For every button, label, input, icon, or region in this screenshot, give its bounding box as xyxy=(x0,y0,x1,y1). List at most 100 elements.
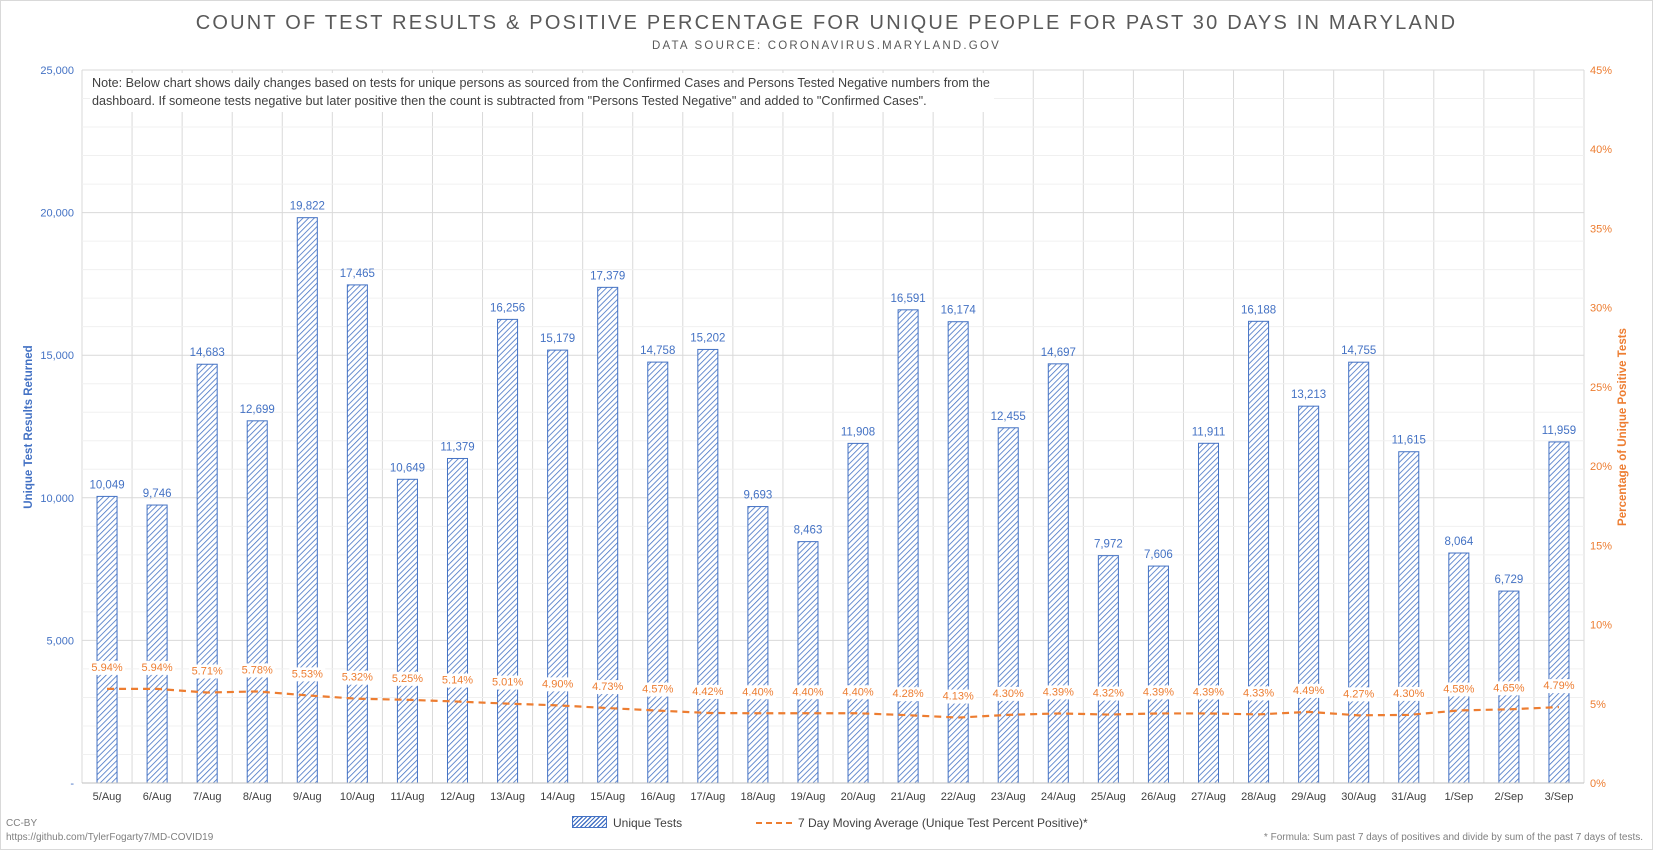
y-tick-label: - xyxy=(70,778,74,790)
line-data-label: 4.49% xyxy=(1293,685,1324,697)
x-tick-label: 29/Aug xyxy=(1291,791,1326,803)
x-tick-label: 16/Aug xyxy=(640,791,675,803)
bar xyxy=(1398,451,1420,784)
x-tick-label: 3/Sep xyxy=(1545,791,1574,803)
line-data-label: 4.79% xyxy=(1543,680,1574,692)
bar xyxy=(897,309,919,784)
bar-data-label: 8,064 xyxy=(1444,536,1473,548)
line-data-label: 4.39% xyxy=(1043,686,1074,698)
legend-label-moving-average: 7 Day Moving Average (Unique Test Percen… xyxy=(798,816,1088,830)
bar xyxy=(1097,555,1119,784)
x-tick-label: 17/Aug xyxy=(690,791,725,803)
x-tick-label: 19/Aug xyxy=(791,791,826,803)
line-data-label: 5.71% xyxy=(192,666,223,678)
line-label-background xyxy=(239,663,276,678)
y-tick-label: 25,000 xyxy=(40,65,74,77)
x-tick-label: 18/Aug xyxy=(740,791,775,803)
line-label-background xyxy=(489,675,526,690)
line-label-background xyxy=(289,667,326,682)
x-tick-label: 7/Aug xyxy=(193,791,222,803)
formula-footnote: * Formula: Sum past 7 days of positives … xyxy=(1263,832,1643,843)
line-label-background xyxy=(639,682,676,697)
bar xyxy=(647,361,669,784)
legend-label-unique-tests: Unique Tests xyxy=(613,816,683,830)
bar xyxy=(246,420,268,784)
line-data-label: 5.94% xyxy=(141,662,172,674)
bar xyxy=(497,318,519,784)
chart-subtitle: DATA SOURCE: CORONAVIRUS.MARYLAND.GOV xyxy=(652,40,1001,52)
line-label-background xyxy=(139,660,176,675)
y-tick-label: 5,000 xyxy=(46,635,74,647)
bar-data-label: 11,959 xyxy=(1542,425,1576,437)
line-label-background xyxy=(389,671,426,686)
bar xyxy=(396,478,418,784)
line-data-label: 4.30% xyxy=(993,688,1024,700)
line-label-background xyxy=(1390,686,1427,701)
bar-data-label: 14,697 xyxy=(1041,347,1076,359)
bar xyxy=(1147,565,1169,784)
x-tick-label: 2/Sep xyxy=(1495,791,1524,803)
bar-data-label: 6,729 xyxy=(1495,574,1524,586)
line-label-background xyxy=(1490,681,1527,696)
x-tick-label: 27/Aug xyxy=(1191,791,1226,803)
x-tick-label: 26/Aug xyxy=(1141,791,1176,803)
line-data-label: 4.57% xyxy=(642,684,673,696)
bar-data-label: 9,746 xyxy=(143,488,172,500)
bar xyxy=(747,506,769,784)
bar xyxy=(997,427,1019,784)
bar-data-label: 11,379 xyxy=(440,441,474,453)
line-data-label: 4.27% xyxy=(1343,688,1374,700)
bar-data-label: 12,699 xyxy=(240,404,275,416)
bar-data-label: 15,202 xyxy=(690,332,725,344)
line-data-label: 4.30% xyxy=(1393,688,1424,700)
bar xyxy=(296,217,318,784)
y2-tick-label: 0% xyxy=(1590,778,1606,790)
line-label-background xyxy=(589,680,626,695)
line-label-background xyxy=(739,685,776,700)
line-data-label: 4.39% xyxy=(1143,686,1174,698)
line-data-label: 5.94% xyxy=(91,662,122,674)
gridlines xyxy=(81,69,1585,783)
bar-data-label: 10,049 xyxy=(89,479,124,491)
bar xyxy=(947,321,969,784)
line-series xyxy=(107,687,1560,719)
bar xyxy=(1548,441,1570,784)
line-data-label: 4.40% xyxy=(792,686,823,698)
bar-series xyxy=(96,217,1570,784)
moving-average-line xyxy=(107,687,1560,719)
x-tick-label: 5/Aug xyxy=(93,791,122,803)
y2-tick-label: 30% xyxy=(1590,303,1612,315)
x-tick-label: 23/Aug xyxy=(991,791,1026,803)
line-label-background xyxy=(1090,686,1127,701)
line-data-label: 4.32% xyxy=(1093,688,1124,700)
line-label-background xyxy=(1040,685,1077,700)
line-label-background xyxy=(189,664,226,679)
chart-title: COUNT OF TEST RESULTS & POSITIVE PERCENT… xyxy=(195,12,1458,34)
y2-axis-label: Percentage of Unique Positive Tests xyxy=(1617,328,1629,526)
y-tick-label: 20,000 xyxy=(40,208,74,220)
bar-data-label: 16,188 xyxy=(1241,304,1276,316)
bar-data-label: 14,683 xyxy=(190,347,225,359)
bar xyxy=(446,457,469,784)
line-data-label: 4.13% xyxy=(943,691,974,703)
bar-data-label: 11,908 xyxy=(841,426,875,438)
y2-tick-label: 20% xyxy=(1590,461,1612,473)
bar xyxy=(146,504,168,784)
line-data-label: 4.42% xyxy=(692,686,723,698)
bar xyxy=(196,363,218,784)
legend-swatch-line xyxy=(756,822,792,824)
bar-data-label: 17,379 xyxy=(590,270,625,282)
y2-tick-label: 15% xyxy=(1590,540,1612,552)
legend-item-moving-average: 7 Day Moving Average (Unique Test Percen… xyxy=(756,816,1088,830)
line-label-background xyxy=(789,685,826,700)
bar xyxy=(697,348,719,784)
x-tick-label: 1/Sep xyxy=(1444,791,1473,803)
bar xyxy=(1298,405,1320,784)
line-data-label: 4.40% xyxy=(842,686,873,698)
bar-data-label: 16,174 xyxy=(941,305,977,317)
line-data-label: 5.25% xyxy=(392,673,423,685)
license-text: CC-BY xyxy=(6,818,38,829)
bar xyxy=(1197,442,1220,784)
y2-tick-label: 40% xyxy=(1590,144,1612,156)
line-data-labels: 5.94% 5.94% 5.71% 5.78% 5.53% 5.32% 5.25% 5.14%… xyxy=(89,660,1577,704)
